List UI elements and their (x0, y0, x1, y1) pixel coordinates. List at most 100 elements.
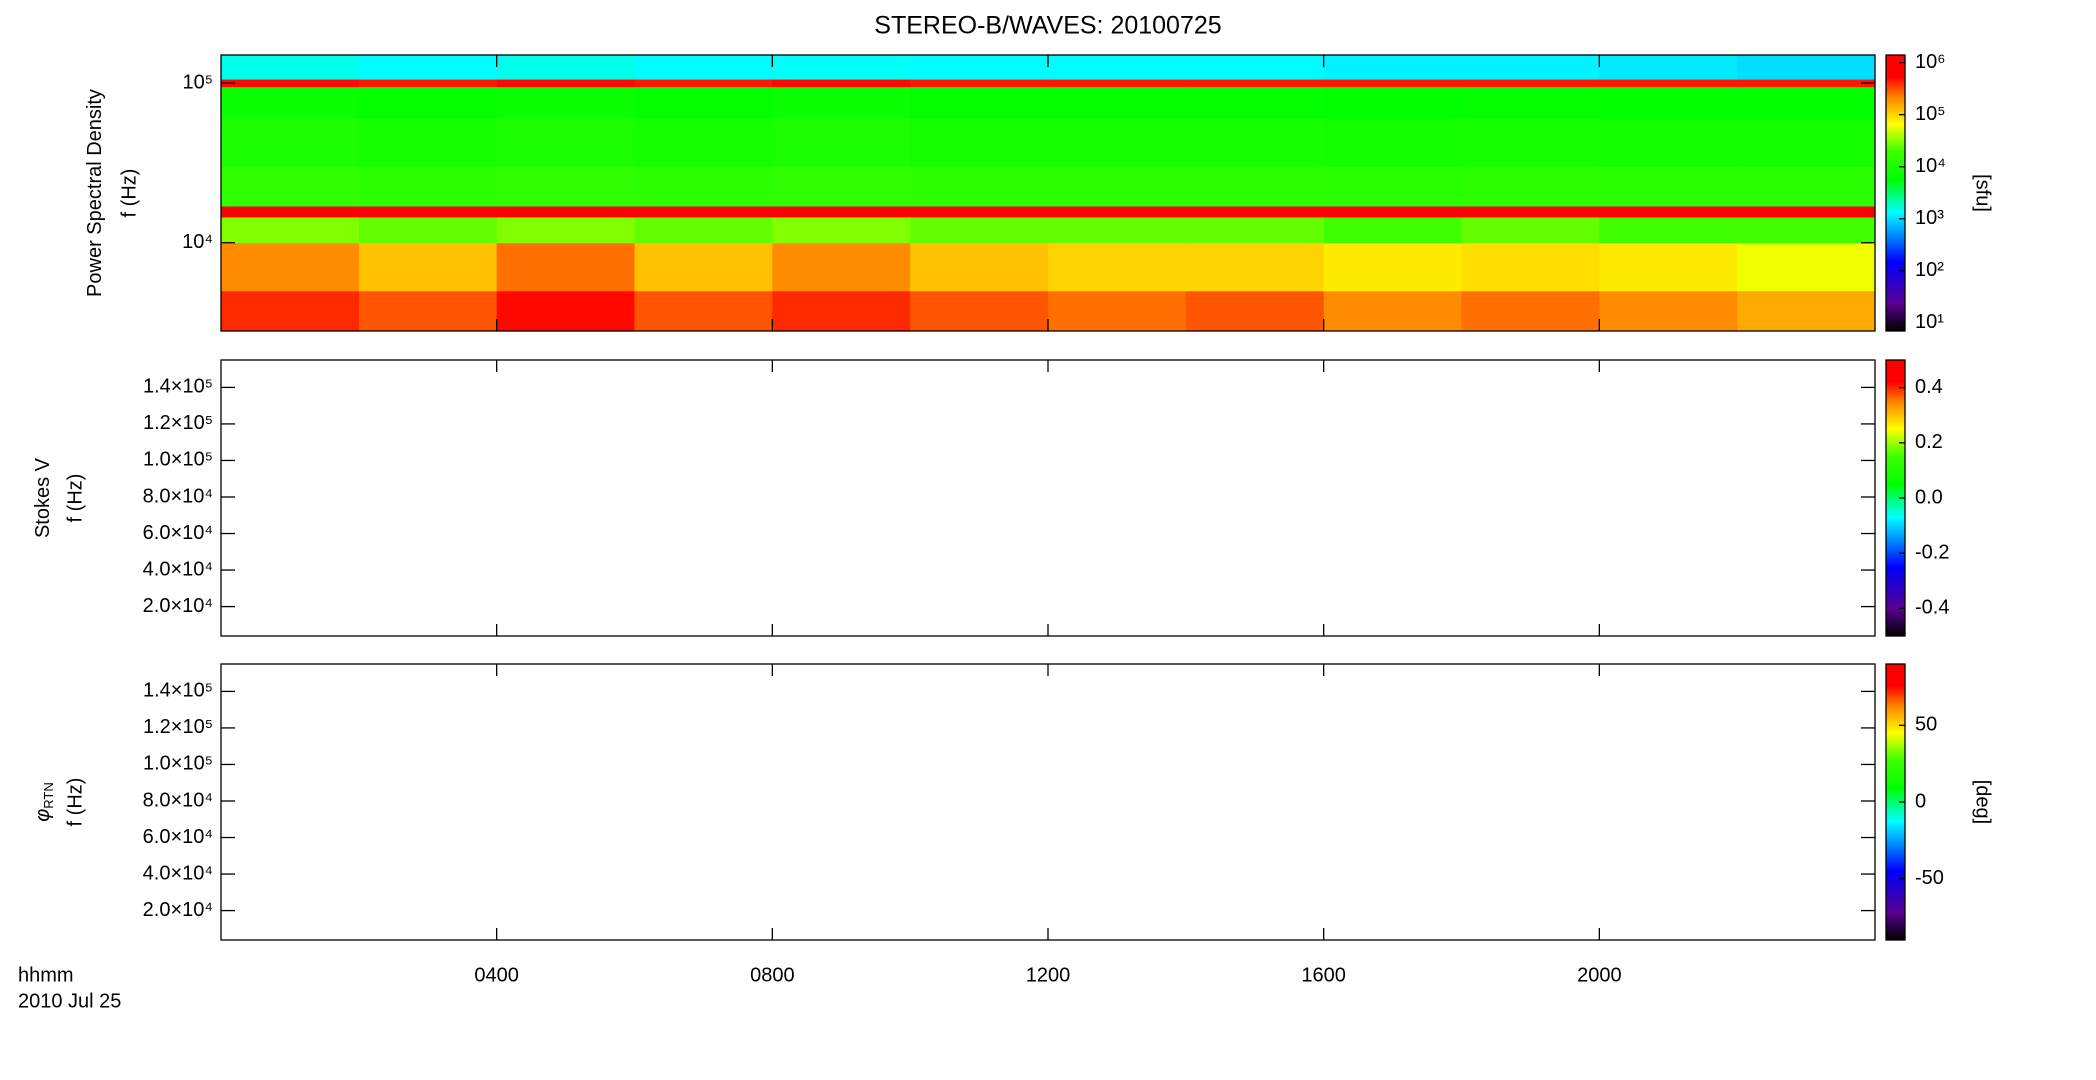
heatmap-cell (1599, 205, 1738, 218)
heatmap-cell (1737, 216, 1876, 244)
heatmap-cell (1737, 86, 1876, 120)
colorbar-label: [sfu] (1972, 174, 1994, 212)
x-tick-label: 1200 (1026, 964, 1071, 986)
heatmap-cell (1048, 166, 1187, 207)
heatmap-cell (1323, 242, 1462, 292)
heatmap-cell (1323, 216, 1462, 244)
heatmap-cell (1185, 79, 1325, 88)
heatmap-cell (496, 166, 635, 207)
y-tick-label: 1.4×10⁵ (143, 376, 213, 398)
heatmap-cell (496, 205, 635, 218)
heatmap-cell (1048, 118, 1187, 168)
heatmap-cell (910, 290, 1049, 332)
heatmap-cell (496, 118, 635, 168)
heatmap-cell (1185, 242, 1325, 292)
y-tick-label: 1.2×10⁵ (143, 412, 213, 434)
colorbar-tick-label: 10⁴ (1915, 155, 1946, 177)
heatmap-cell (910, 205, 1049, 218)
y-tick-label: 4.0×10⁴ (143, 558, 213, 580)
heatmap-cell (910, 55, 1049, 80)
heatmap-cell (221, 166, 360, 207)
colorbar-tick-label: 10² (1915, 259, 1944, 281)
heatmap-cell (1323, 290, 1462, 332)
heatmap-cell (1737, 55, 1876, 80)
heatmap-cell (1323, 55, 1462, 80)
y-tick-label: 6.0×10⁴ (143, 826, 213, 848)
heatmap-cell (772, 79, 911, 88)
y-tick-label: 10⁵ (182, 71, 213, 93)
heatmap-cell (1048, 290, 1187, 332)
y-axis-label: Power Spectral Density (84, 89, 106, 297)
heatmap-cell (1048, 216, 1187, 244)
heatmap-cell (910, 166, 1049, 207)
heatmap-cell (358, 86, 498, 120)
heatmap-cell (1737, 290, 1876, 332)
heatmap-cell (1048, 79, 1187, 88)
heatmap-cell (634, 242, 773, 292)
colorbar-tick-label: 10⁶ (1915, 51, 1945, 73)
heatmap-cell (1185, 118, 1325, 168)
heatmap-cell (1599, 79, 1738, 88)
heatmap-cell (496, 55, 635, 80)
y-axis-label-main: φ (32, 809, 54, 822)
heatmap-cell (634, 166, 773, 207)
y-axis-label: φRTN (32, 782, 56, 822)
y-tick-label: 1.0×10⁵ (143, 449, 213, 471)
colorbar-frame (1885, 54, 1906, 332)
heatmap-cell (634, 205, 773, 218)
x-axis-label: hhmm (18, 964, 74, 986)
heatmap-cell (1185, 290, 1325, 332)
y-tick-label: 8.0×10⁴ (143, 789, 213, 811)
y-tick-label: 1.2×10⁵ (143, 716, 213, 738)
y-tick-label: 10⁴ (182, 231, 213, 253)
heatmap-cell (634, 86, 773, 120)
date-label: 2010 Jul 25 (18, 990, 121, 1012)
heatmap-cell (221, 79, 360, 88)
heatmap-cell (1048, 242, 1187, 292)
colorbar-tick-label: 50 (1915, 714, 1937, 736)
chart-title: STEREO-B/WAVES: 20100725 (874, 12, 1221, 40)
heatmap-cell (1048, 86, 1187, 120)
colorbar (1886, 360, 1905, 636)
heatmap-cell (1599, 86, 1738, 120)
heatmap-cell (634, 55, 773, 80)
colorbar-tick-label: -0.2 (1915, 541, 1949, 563)
y-axis-label-unit: f (Hz) (64, 474, 86, 523)
heatmap-cell (1599, 166, 1738, 207)
heatmap-cell (1461, 79, 1600, 88)
heatmap-cell (1737, 79, 1876, 88)
colorbar-tick-label: 10¹ (1915, 311, 1944, 333)
colorbar (1886, 664, 1905, 940)
heatmap-cell (1185, 205, 1325, 218)
y-tick-label: 4.0×10⁴ (143, 862, 213, 884)
heatmap-cell (910, 118, 1049, 168)
heatmap-cell (1461, 205, 1600, 218)
heatmap-cell (1048, 55, 1187, 80)
colorbar-tick-label: 0 (1915, 790, 1926, 812)
x-tick-label: 1600 (1301, 964, 1346, 986)
heatmap-cell (1461, 216, 1600, 244)
heatmap-cell (1323, 166, 1462, 207)
heatmap-cell (910, 86, 1049, 120)
colorbar (1886, 55, 1905, 331)
heatmap-cell (358, 55, 498, 80)
heatmap-cell (1185, 55, 1325, 80)
y-axis-label-main: Power Spectral Density (84, 89, 106, 297)
heatmap-cell (634, 216, 773, 244)
heatmap-cell (1461, 118, 1600, 168)
y-tick-label: 1.4×10⁵ (143, 680, 213, 702)
colorbar-tick-label: 10³ (1915, 207, 1944, 229)
heatmap-cell (910, 216, 1049, 244)
heatmap-cell (496, 290, 635, 332)
colorbar-tick-label: 10⁵ (1915, 103, 1946, 125)
heatmap-cell (1185, 166, 1325, 207)
heatmap-cell (496, 216, 635, 244)
heatmap-cell (1737, 166, 1876, 207)
heatmap-cell (358, 216, 498, 244)
colorbar-label: [deg] (1972, 780, 1994, 824)
heatmap-cell (1323, 118, 1462, 168)
heatmap-cell (1599, 216, 1738, 244)
y-axis-label-unit: f (Hz) (64, 778, 86, 827)
y-tick-label: 2.0×10⁴ (143, 595, 213, 617)
